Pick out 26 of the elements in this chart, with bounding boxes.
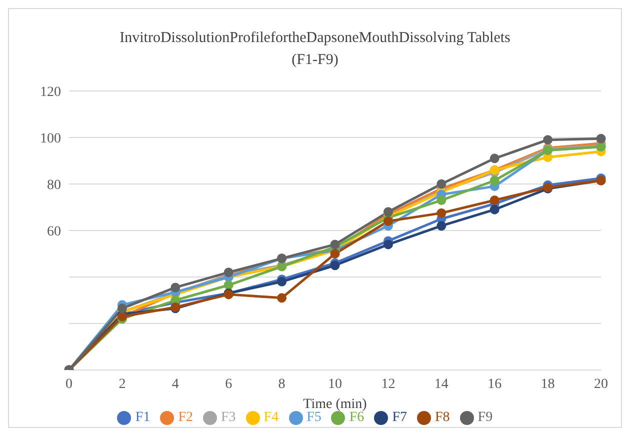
legend-label: F5 [306, 410, 322, 425]
x-tick-label: 6 [225, 376, 232, 392]
legend-label: F9 [478, 410, 493, 425]
x-tick-label: 0 [66, 376, 72, 392]
y-tick-label: 120 [40, 84, 61, 100]
legend-label: F4 [264, 410, 279, 425]
legend-label: F2 [178, 410, 193, 425]
x-tick-label: 18 [540, 376, 555, 392]
x-tick-label: 14 [434, 376, 448, 392]
legend-label: F8 [434, 410, 450, 425]
x-tick-label: 8 [278, 376, 286, 392]
x-tick-label: 12 [381, 376, 396, 392]
legend-label: F1 [135, 410, 150, 425]
x-axis-title: Time (min) [303, 397, 368, 412]
x-tick-label: 10 [328, 376, 342, 392]
legend-label: F7 [392, 410, 407, 425]
chart-title: InvitroDissolutionProfilefortheDapsoneMouthDissolving Tablets (F1-F9) [118, 29, 512, 70]
x-tick-label: 20 [594, 376, 608, 392]
legend-label: F6 [349, 410, 364, 425]
x-tick-label: 16 [488, 376, 502, 392]
y-tick-label: 100 [40, 131, 61, 146]
legend-label: F3 [221, 410, 236, 425]
x-tick-label: 4 [172, 376, 179, 392]
x-tick-label: 2 [118, 376, 126, 392]
y-tick-label: 80 [47, 178, 61, 193]
y-tick-label: 60 [47, 224, 61, 240]
